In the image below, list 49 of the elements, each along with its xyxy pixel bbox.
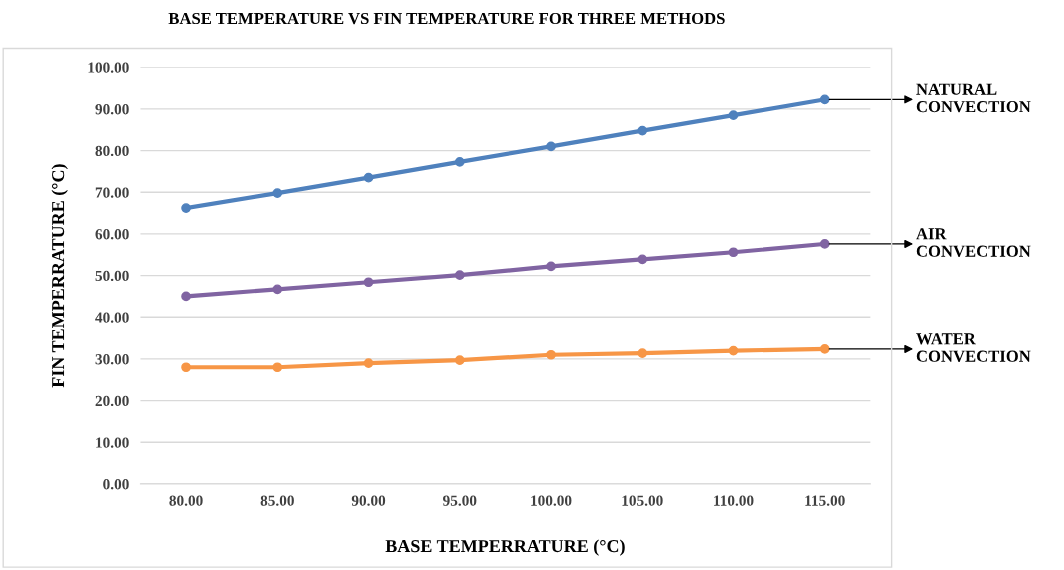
y-tick-label: 60.00 [95, 229, 129, 240]
point [363, 358, 374, 368]
text: WATER CONVECTION [916, 333, 1031, 362]
point [363, 277, 374, 288]
point [181, 203, 191, 213]
text: AIR CONVECTION [916, 228, 1031, 257]
point [272, 362, 283, 373]
x-tick-label: 100.00 [531, 495, 572, 506]
point [363, 172, 374, 183]
point [819, 94, 830, 105]
point [728, 247, 739, 258]
point [454, 355, 465, 366]
point [181, 291, 191, 302]
y-tick-label: 10.00 [96, 437, 129, 448]
point [454, 156, 465, 167]
x-tick-label: 95.00 [443, 495, 477, 506]
point [272, 284, 283, 295]
text: NATURAL CONVECTION [916, 83, 1031, 113]
point [546, 261, 556, 272]
x-tick-label: 110.00 [714, 495, 754, 506]
point [819, 239, 830, 249]
point [728, 110, 739, 121]
chart-title: BASE TEMPERATURE VS FIN TEMPERATURE FOR THREE METHODS [168, 12, 725, 25]
x-tick-label: 105.00 [622, 495, 663, 506]
point [181, 362, 191, 373]
y-tick-label: 0.00 [103, 479, 129, 490]
point [546, 141, 556, 152]
point [546, 349, 556, 360]
y-tick-label: 70.00 [95, 187, 129, 198]
y-tick-label: 90.00 [95, 104, 129, 115]
point [454, 270, 465, 281]
x-tick-label: 80.00 [169, 495, 203, 506]
point [637, 125, 648, 136]
y-tick-label: 100.00 [88, 62, 129, 73]
x-axis-title: BASE TEMPERRATURE (°C) [385, 539, 625, 556]
y-tick-label: 20.00 [95, 395, 129, 407]
y-tick-label: 30.00 [95, 354, 129, 365]
point [728, 345, 739, 356]
x-tick-label: 90.00 [351, 495, 386, 506]
y-tick-label: 40.00 [95, 312, 129, 323]
point [272, 188, 283, 198]
y-tick-label: 50.00 [95, 270, 129, 282]
point [637, 348, 648, 358]
point [819, 344, 830, 354]
y-axis-title: FIN TEMPERRATURE (°C) [51, 164, 68, 388]
x-tick-label: 85.00 [260, 495, 294, 506]
point [637, 254, 648, 265]
y-tick-label: 80.00 [95, 145, 129, 157]
x-tick-label: 115.00 [805, 495, 845, 506]
